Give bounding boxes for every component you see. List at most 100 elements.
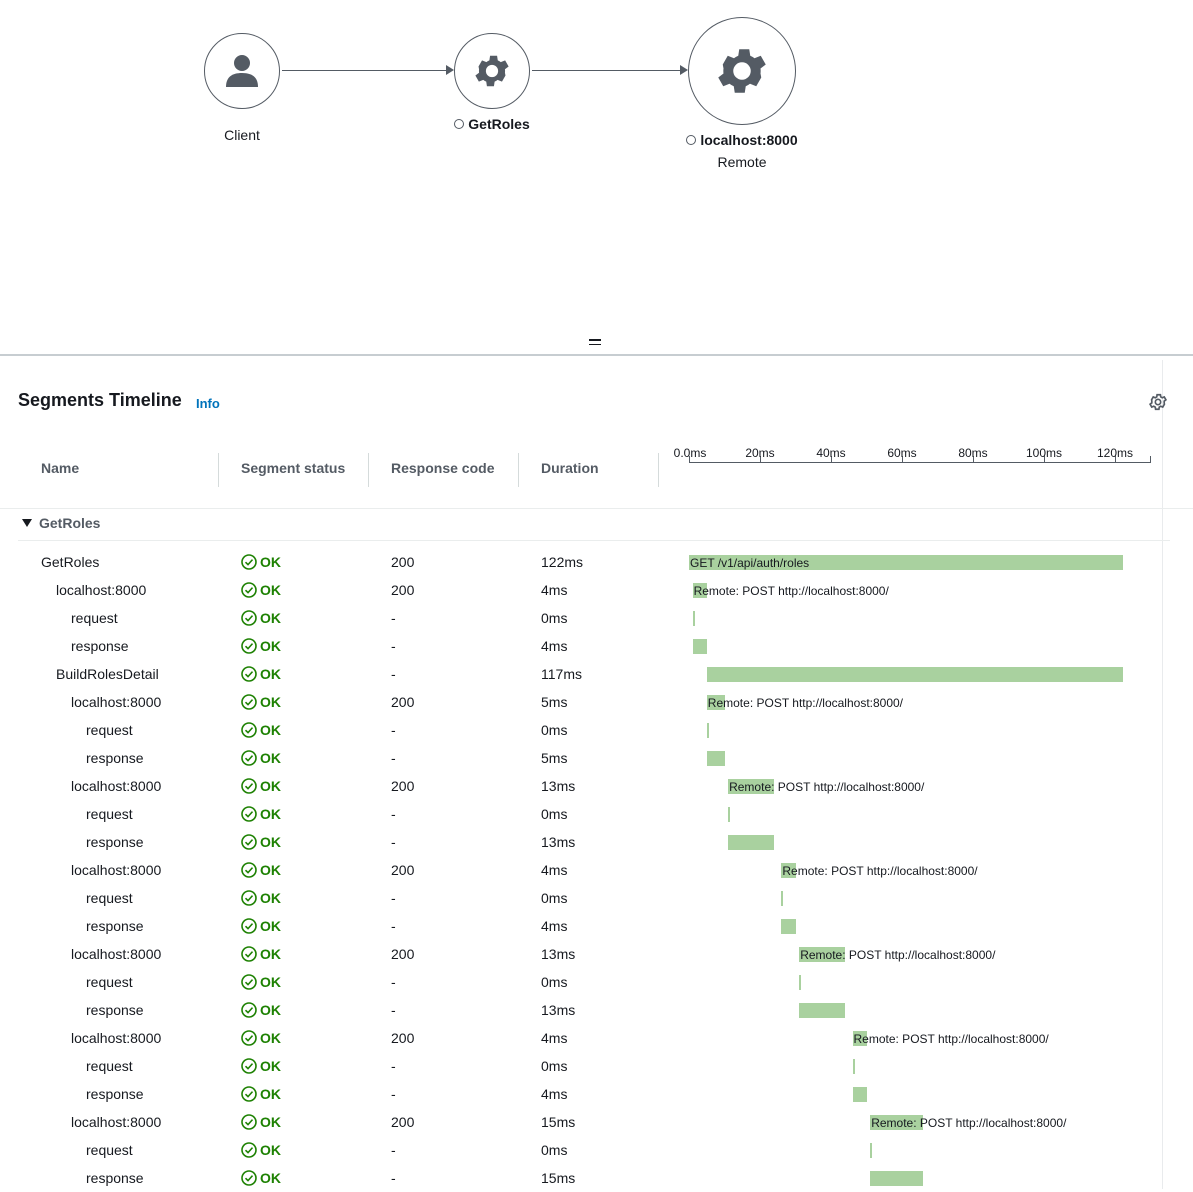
duration: 4ms (541, 582, 568, 598)
status-text: OK (260, 862, 281, 878)
settings-gear-icon[interactable] (1148, 392, 1168, 412)
axis-tick-label: 120ms (1096, 446, 1134, 460)
timeline-bar[interactable] (870, 1115, 924, 1130)
table-row[interactable]: response OK - 4ms (0, 912, 1193, 940)
segment-status: OK (241, 862, 281, 878)
segment-status: OK (241, 582, 281, 598)
localhost-node-type: Remote (717, 154, 767, 170)
table-row[interactable]: response OK - 13ms (0, 828, 1193, 856)
status-text: OK (260, 974, 281, 990)
timeline-bar[interactable] (870, 1143, 873, 1158)
segment-name: localhost:8000 (71, 694, 162, 710)
status-text: OK (260, 610, 281, 626)
response-code: 200 (391, 1030, 415, 1046)
segment-name: request (86, 722, 133, 738)
duration: 4ms (541, 1030, 568, 1046)
panel-divider[interactable] (0, 354, 1193, 356)
check-circle-icon (241, 1058, 257, 1074)
axis-tick (902, 456, 903, 463)
table-row[interactable]: response OK - 15ms (0, 1164, 1193, 1192)
response-code: - (391, 610, 396, 626)
timeline-bar[interactable] (799, 947, 846, 962)
timeline-bar[interactable] (852, 1087, 867, 1102)
segment-name: response (86, 1170, 144, 1186)
response-code: - (391, 1142, 396, 1158)
panel-resize-handle[interactable] (589, 339, 601, 347)
timeline-bar[interactable] (799, 1003, 846, 1018)
axis-tick-label: 80ms (958, 446, 988, 460)
timeline-bar[interactable] (706, 751, 725, 766)
duration: 15ms (541, 1114, 576, 1130)
check-circle-icon (241, 1170, 257, 1186)
timeline-bar[interactable] (692, 583, 707, 598)
getroles-node-label: GetRoles (440, 116, 544, 132)
table-row[interactable]: request OK - 0ms (0, 716, 1193, 744)
table-row[interactable]: localhost:8000 OK 200 15ms Remote: POST http… (0, 1108, 1193, 1136)
column-header-name[interactable]: Name (41, 460, 80, 476)
table-row[interactable]: localhost:8000 OK 200 13ms Remote: POST http… (0, 772, 1193, 800)
timeline-bar[interactable] (870, 1171, 924, 1186)
check-circle-icon (241, 722, 257, 738)
status-text: OK (260, 554, 281, 570)
response-code: - (391, 750, 396, 766)
info-link[interactable]: Info (196, 396, 220, 411)
table-row[interactable]: localhost:8000 OK 200 4ms Remote: POST http:… (0, 856, 1193, 884)
table-row[interactable]: localhost:8000 OK 200 5ms Remote: POST http:… (0, 688, 1193, 716)
status-text: OK (260, 666, 281, 682)
group-toggle[interactable]: GetRoles (22, 515, 100, 531)
client-node[interactable] (204, 33, 280, 109)
response-code: 200 (391, 862, 415, 878)
table-row[interactable]: response OK - 4ms (0, 1080, 1193, 1108)
check-circle-icon (241, 806, 257, 822)
axis-tick (831, 456, 832, 463)
timeline-bar[interactable] (692, 611, 695, 626)
column-header-response-code[interactable]: Response code (391, 460, 495, 476)
table-row[interactable]: localhost:8000 OK 200 13ms Remote: POST http… (0, 940, 1193, 968)
timeline-bar[interactable] (852, 1059, 855, 1074)
segment-name: response (86, 750, 144, 766)
table-row[interactable]: BuildRolesDetail OK - 117ms (0, 660, 1193, 688)
check-circle-icon (241, 1142, 257, 1158)
timeline-bar[interactable] (728, 835, 775, 850)
segment-name: response (86, 834, 144, 850)
timeline-bar[interactable] (706, 723, 709, 738)
timeline-bar[interactable] (781, 891, 784, 906)
gear-icon (475, 55, 509, 87)
timeline-bar[interactable] (799, 975, 802, 990)
table-row[interactable]: request OK - 0ms (0, 800, 1193, 828)
table-row[interactable]: request OK - 0ms (0, 1052, 1193, 1080)
status-text: OK (260, 778, 281, 794)
status-text: OK (260, 890, 281, 906)
table-row[interactable]: localhost:8000 OK 200 4ms Remote: POST http:… (0, 1024, 1193, 1052)
table-row[interactable]: request OK - 0ms (0, 604, 1193, 632)
getroles-node[interactable] (454, 33, 530, 109)
timeline-bar[interactable] (692, 639, 707, 654)
table-row[interactable]: GetRoles OK 200 122ms GET /v1/api/auth/roles (0, 548, 1193, 576)
table-row[interactable]: response OK - 13ms (0, 996, 1193, 1024)
table-row[interactable]: request OK - 0ms (0, 1136, 1193, 1164)
status-text: OK (260, 946, 281, 962)
localhost-node[interactable] (688, 17, 796, 125)
timeline-bar[interactable] (728, 807, 731, 822)
timeline-bar[interactable] (706, 695, 725, 710)
status-text: OK (260, 722, 281, 738)
table-row[interactable]: response OK - 5ms (0, 744, 1193, 772)
timeline-bar[interactable] (781, 919, 796, 934)
column-header-duration[interactable]: Duration (541, 460, 599, 476)
table-row[interactable]: request OK - 0ms (0, 884, 1193, 912)
timeline-bar[interactable] (852, 1031, 867, 1046)
column-separator (368, 453, 369, 487)
timeline-bar[interactable] (706, 667, 1123, 682)
table-row[interactable]: localhost:8000 OK 200 4ms Remote: POST http:… (0, 576, 1193, 604)
timeline-bar[interactable] (781, 863, 796, 878)
table-row[interactable]: request OK - 0ms (0, 968, 1193, 996)
group-title: GetRoles (39, 515, 101, 531)
table-row[interactable]: response OK - 4ms (0, 632, 1193, 660)
user-icon (226, 55, 258, 87)
timeline-bar[interactable] (689, 555, 1123, 570)
duration: 4ms (541, 862, 568, 878)
axis-tick-label: 100ms (1025, 446, 1063, 460)
status-text: OK (260, 918, 281, 934)
column-header-segment-status[interactable]: Segment status (241, 460, 346, 476)
timeline-bar[interactable] (728, 779, 775, 794)
